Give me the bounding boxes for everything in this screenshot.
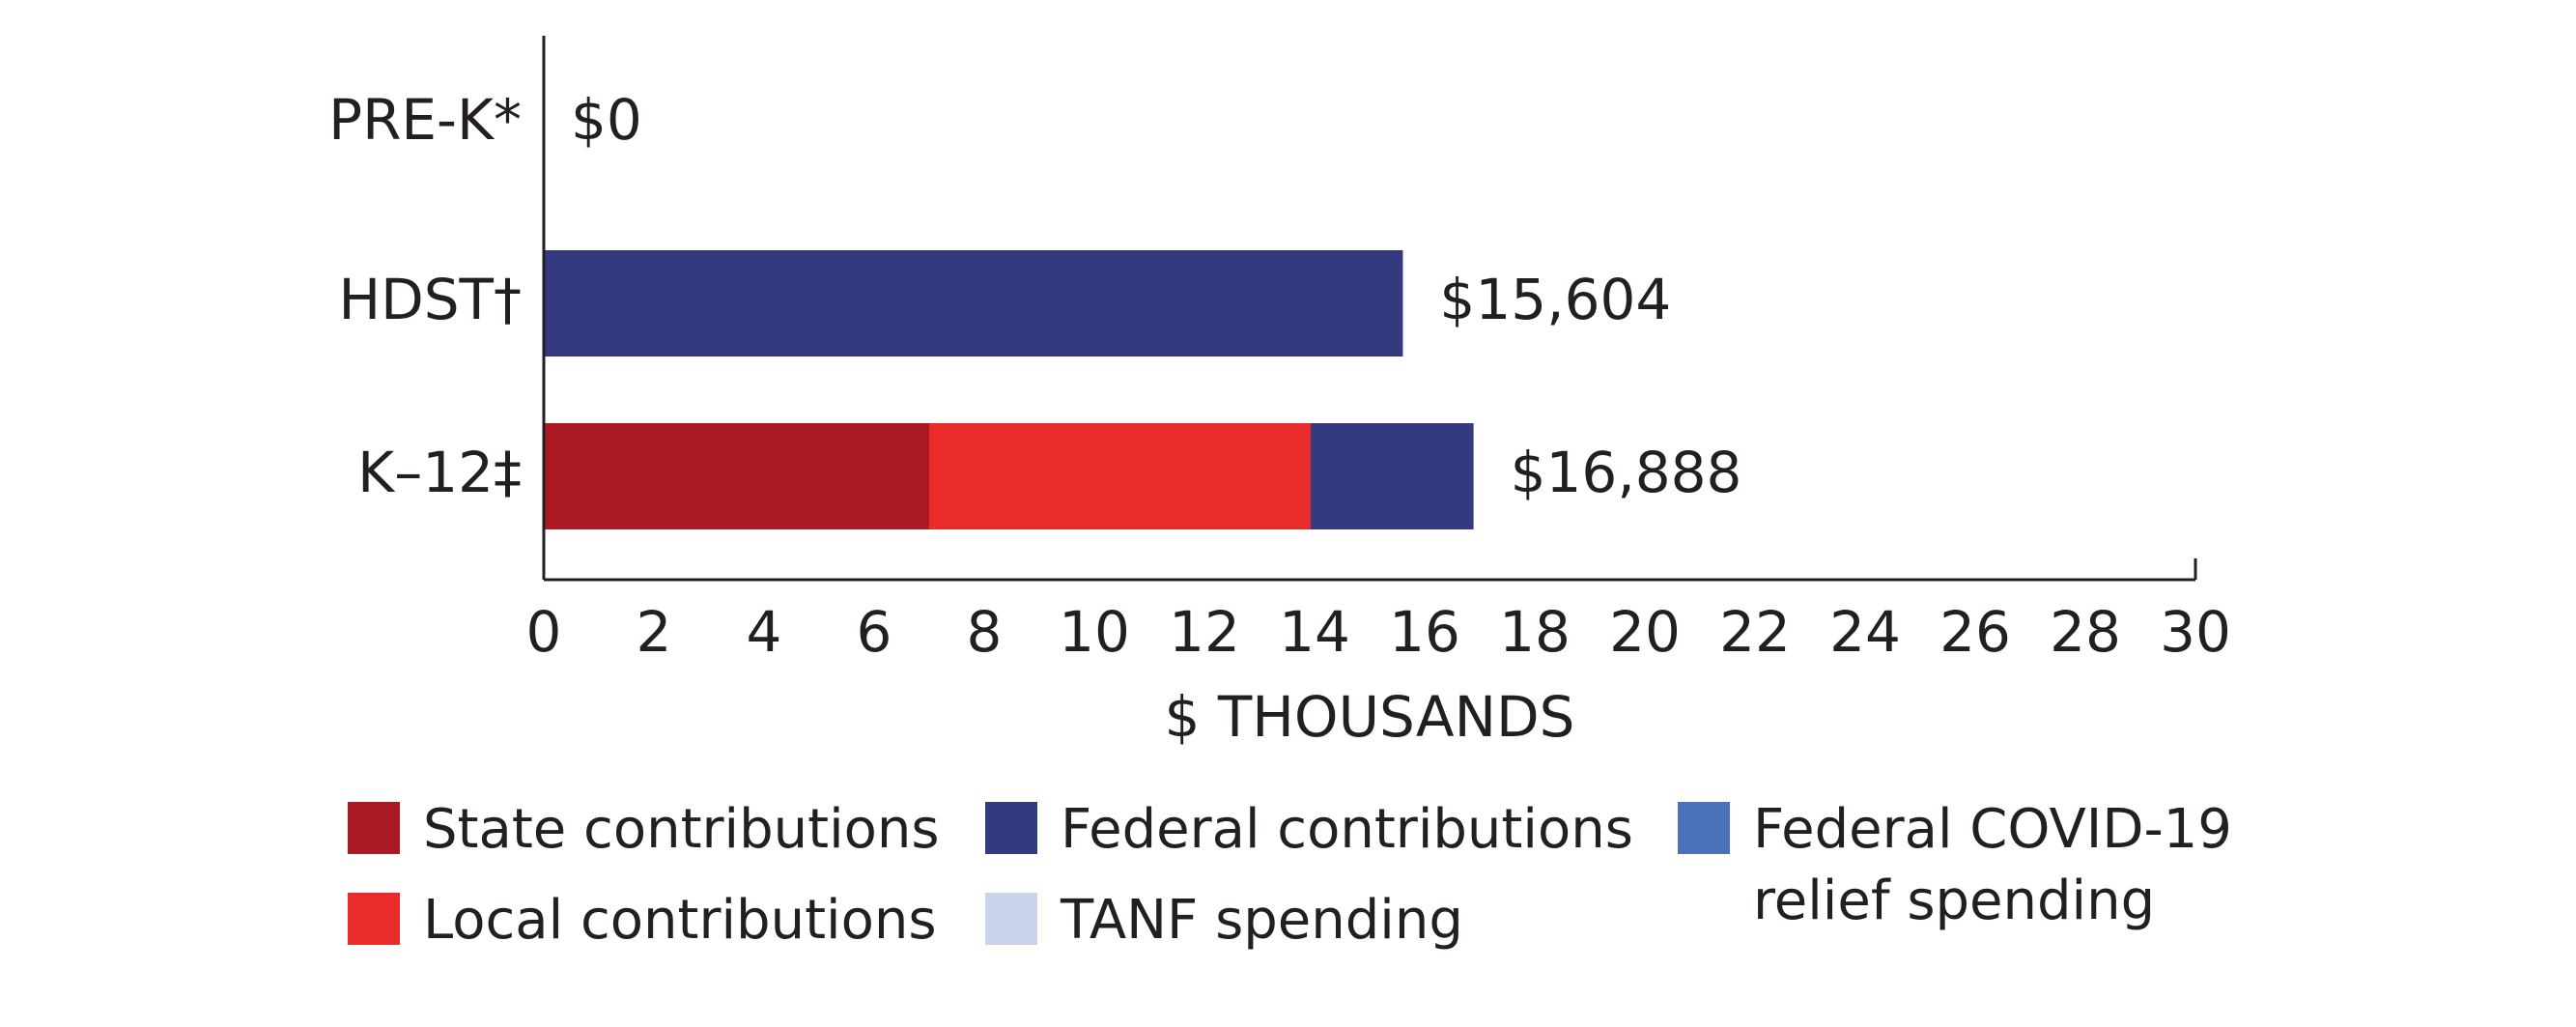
x-tick-label: 16 <box>1389 599 1460 665</box>
value-label: $16,888 <box>1511 440 1742 505</box>
x-tick-label: 0 <box>526 599 562 665</box>
legend-label: State contributions <box>423 798 940 861</box>
category-label: K–12‡ <box>357 440 522 505</box>
legend-item: Federal contributions <box>985 794 1633 866</box>
legend-swatch <box>985 893 1037 945</box>
category-label: HDST† <box>338 267 522 332</box>
legend-swatch <box>1678 802 1730 854</box>
bar-segment <box>544 423 929 529</box>
x-tick-label: 30 <box>2160 599 2231 665</box>
legend-swatch <box>348 802 400 854</box>
legend-item: Local contributions <box>348 885 937 956</box>
x-tick-label: 12 <box>1169 599 1240 665</box>
bar-segment <box>1311 423 1474 529</box>
x-tick-label: 26 <box>1939 599 2011 665</box>
x-tick-label: 28 <box>2050 599 2121 665</box>
bar-segment <box>929 423 1312 529</box>
bar-segment <box>544 250 1403 357</box>
x-tick-label: 8 <box>967 599 1003 665</box>
x-tick-label: 18 <box>1499 599 1571 665</box>
legend-swatch <box>985 802 1037 854</box>
legend-item: State contributions <box>348 794 940 866</box>
legend-label: Federal contributions <box>1061 798 1633 861</box>
legend-item: TANF spending <box>985 885 1463 956</box>
x-tick-label: 4 <box>747 599 782 665</box>
x-tick-label: 6 <box>857 599 892 665</box>
category-label: PRE-K* <box>328 87 522 153</box>
legend-label: TANF spending <box>1061 889 1463 952</box>
x-axis-label: $ THOUSANDS <box>1165 684 1575 750</box>
value-label: $0 <box>571 87 642 153</box>
legend-item: Federal COVID-19 relief spending <box>1678 794 2277 937</box>
x-tick-label: 20 <box>1609 599 1681 665</box>
x-tick-label: 22 <box>1719 599 1791 665</box>
x-tick-label: 2 <box>637 599 672 665</box>
legend-swatch <box>348 893 400 945</box>
x-tick-label: 24 <box>1829 599 1901 665</box>
value-label: $15,604 <box>1439 267 1671 332</box>
x-tick-label: 14 <box>1279 599 1350 665</box>
x-tick-label: 10 <box>1059 599 1130 665</box>
legend-label: Federal COVID-19 relief spending <box>1753 798 2232 932</box>
legend-label: Local contributions <box>423 889 937 952</box>
